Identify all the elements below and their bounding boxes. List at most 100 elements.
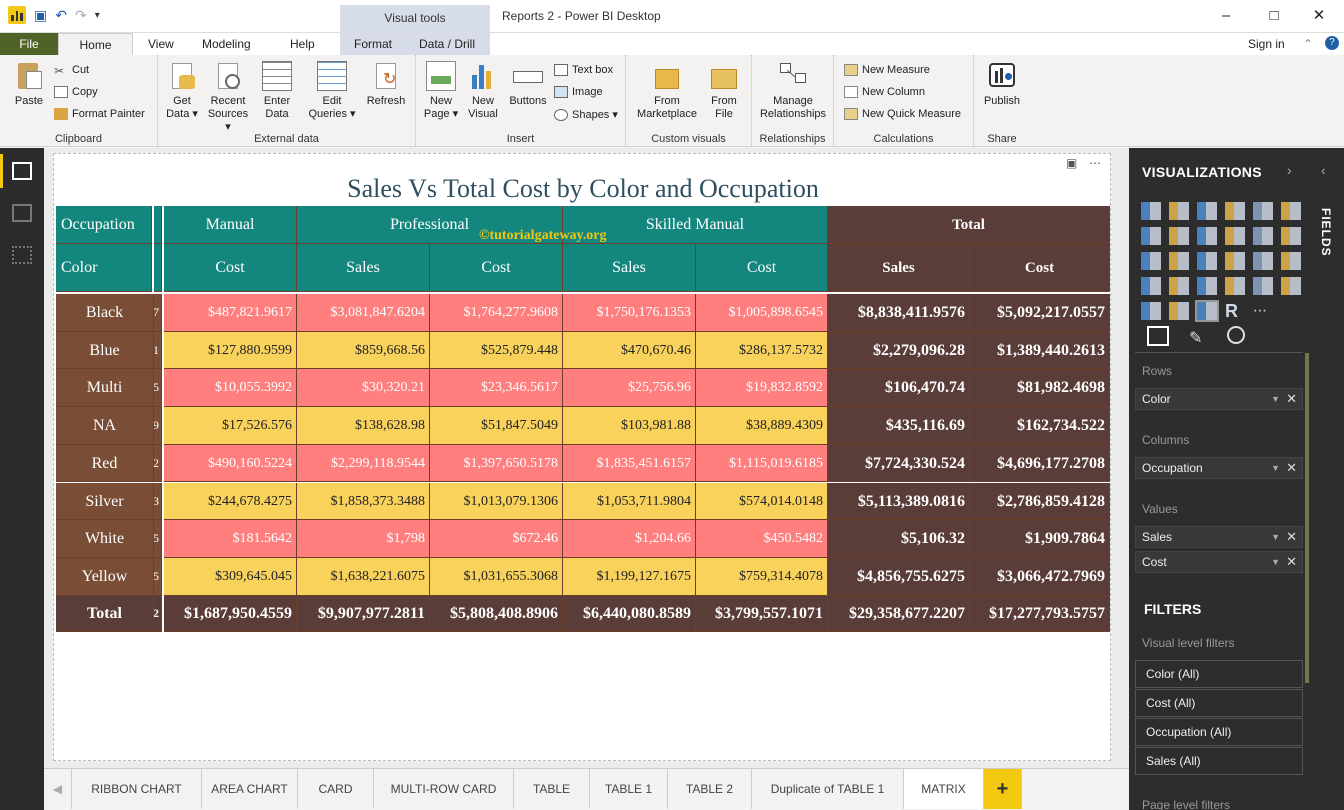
filter-cost[interactable]: Cost (All) (1135, 689, 1303, 717)
report-view-icon[interactable] (12, 162, 32, 180)
format-painter-button[interactable]: Format Painter (54, 108, 145, 120)
recent-sources-button[interactable]: Recent Sources ▾ (204, 61, 252, 134)
collapse-pane-icon[interactable]: › (1287, 162, 1292, 178)
r-visual-icon[interactable]: R (1225, 301, 1238, 321)
refresh-button[interactable]: ↻ Refresh (364, 61, 408, 108)
line-clustered-icon[interactable] (1253, 227, 1273, 245)
page-tab[interactable]: TABLE 2 (668, 769, 752, 809)
image-button[interactable]: Image (554, 86, 603, 98)
enter-data-button[interactable]: Enter Data (258, 61, 296, 121)
shapes-button[interactable]: Shapes ▾ (554, 108, 618, 121)
kpi-icon[interactable] (1281, 277, 1301, 295)
chevron-down-icon[interactable]: ▼ (1271, 463, 1280, 473)
filled-map-icon[interactable] (1141, 277, 1161, 295)
more-visuals-icon[interactable]: ⋯ (1253, 302, 1267, 318)
save-icon[interactable]: ▣ (34, 6, 48, 23)
chevron-down-icon[interactable]: ▼ (1271, 394, 1280, 404)
values-field-sales[interactable]: Sales ▼ ✕ (1135, 526, 1303, 548)
page-tab[interactable]: CARD (298, 769, 374, 809)
undo-icon[interactable]: ↶ (55, 6, 67, 23)
stacked-area-icon[interactable] (1197, 227, 1217, 245)
remove-field-icon[interactable]: ✕ (1286, 554, 1297, 569)
sign-in-link[interactable]: Sign in (1248, 37, 1285, 51)
focus-mode-icon[interactable]: ▣ (1066, 156, 1078, 170)
funnel-icon[interactable] (1169, 277, 1189, 295)
remove-field-icon[interactable]: ✕ (1286, 391, 1297, 406)
buttons-button[interactable]: Buttons (506, 61, 550, 108)
page-tab[interactable]: MATRIX (904, 769, 984, 809)
tab-modeling[interactable]: Modeling (202, 37, 251, 51)
new-column-button[interactable]: New Column (844, 86, 925, 98)
gauge-icon[interactable] (1197, 277, 1217, 295)
stacked-column-icon[interactable] (1169, 202, 1189, 220)
copy-button[interactable]: Copy (54, 86, 98, 98)
multirow-card-icon[interactable] (1253, 277, 1273, 295)
treemap-icon[interactable] (1253, 252, 1273, 270)
manage-relationships-button[interactable]: Manage Relationships (756, 61, 830, 121)
from-file-button[interactable]: From File (706, 61, 742, 121)
analytics-magnifier-icon[interactable] (1227, 326, 1245, 344)
line-column-icon[interactable] (1225, 227, 1245, 245)
filter-sales[interactable]: Sales (All) (1135, 747, 1303, 775)
line-chart-icon[interactable] (1141, 227, 1161, 245)
page-scroll-left-icon[interactable]: ◀ (44, 769, 72, 809)
format-paintroller-icon[interactable]: ✎ (1189, 330, 1203, 347)
filter-occupation[interactable]: Occupation (All) (1135, 718, 1303, 746)
rows-field-color[interactable]: Color ▼ ✕ (1135, 388, 1303, 410)
tab-format[interactable]: Format (354, 37, 393, 51)
page-tab[interactable]: Duplicate of TABLE 1 (752, 769, 904, 809)
pane-scrollbar[interactable] (1305, 353, 1309, 683)
values-field-cost[interactable]: Cost ▼ ✕ (1135, 551, 1303, 573)
minimize-button[interactable]: – (1221, 7, 1231, 24)
new-measure-button[interactable]: New Measure (844, 64, 930, 76)
new-visual-button[interactable]: New Visual (464, 61, 502, 121)
page-tab[interactable]: RIBBON CHART (72, 769, 202, 809)
tab-data-drill[interactable]: Data / Drill (419, 37, 476, 51)
chevron-down-icon[interactable]: ▼ (1271, 557, 1280, 567)
close-button[interactable]: ✕ (1312, 7, 1326, 24)
pie-chart-icon[interactable] (1197, 252, 1217, 270)
new-quick-measure-button[interactable]: New Quick Measure (844, 108, 961, 120)
area-chart-icon[interactable] (1169, 227, 1189, 245)
tab-view[interactable]: View (148, 37, 174, 51)
columns-field-occupation[interactable]: Occupation ▼ ✕ (1135, 457, 1303, 479)
expand-fields-icon[interactable]: ‹ (1321, 162, 1326, 178)
relationships-view-icon[interactable] (12, 246, 32, 264)
matrix-viz-icon[interactable] (1195, 300, 1219, 322)
slicer-icon[interactable] (1141, 302, 1161, 320)
ribbon-chart-icon[interactable] (1281, 227, 1301, 245)
remove-field-icon[interactable]: ✕ (1286, 460, 1297, 475)
clustered-column-icon[interactable] (1225, 202, 1245, 220)
data-view-icon[interactable] (12, 204, 32, 222)
fields-pane-tab[interactable]: FIELDS (1319, 208, 1333, 257)
customize-toolbar-icon[interactable]: ▾ (94, 9, 100, 21)
collapse-ribbon-icon[interactable]: ⌃ (1303, 37, 1314, 51)
table-viz-icon[interactable] (1169, 302, 1189, 320)
new-page-button[interactable]: New Page ▾ (422, 61, 460, 121)
from-marketplace-button[interactable]: From Marketplace (634, 61, 700, 121)
edit-queries-button[interactable]: Edit Queries ▾ (308, 61, 356, 121)
clustered-bar-icon[interactable] (1197, 202, 1217, 220)
paste-button[interactable]: Paste (8, 61, 50, 108)
card-icon[interactable] (1225, 277, 1245, 295)
redo-icon[interactable]: ↷ (74, 6, 87, 23)
fields-tab-icon[interactable] (1147, 326, 1169, 346)
donut-icon[interactable] (1225, 252, 1245, 270)
waterfall-icon[interactable] (1141, 252, 1161, 270)
page-tab[interactable]: TABLE 1 (590, 769, 668, 809)
remove-field-icon[interactable]: ✕ (1286, 529, 1297, 544)
help-icon[interactable]: ? (1325, 36, 1339, 50)
page-tab[interactable]: MULTI-ROW CARD (374, 769, 514, 809)
tab-file[interactable]: File (0, 33, 58, 55)
publish-button[interactable]: Publish (980, 61, 1024, 108)
tab-home[interactable]: Home (58, 33, 133, 56)
100-bar-icon[interactable] (1253, 202, 1273, 220)
matrix-visual[interactable]: ▣ ⋯ Sales Vs Total Cost by Color and Occ… (53, 153, 1111, 761)
100-column-icon[interactable] (1281, 202, 1301, 220)
stacked-bar-icon[interactable] (1141, 202, 1161, 220)
add-page-button[interactable]: + (984, 769, 1022, 809)
cut-button[interactable]: ✂ Cut (54, 64, 89, 78)
page-tab[interactable]: TABLE (514, 769, 590, 809)
chevron-down-icon[interactable]: ▼ (1271, 532, 1280, 542)
map-icon[interactable] (1281, 252, 1301, 270)
